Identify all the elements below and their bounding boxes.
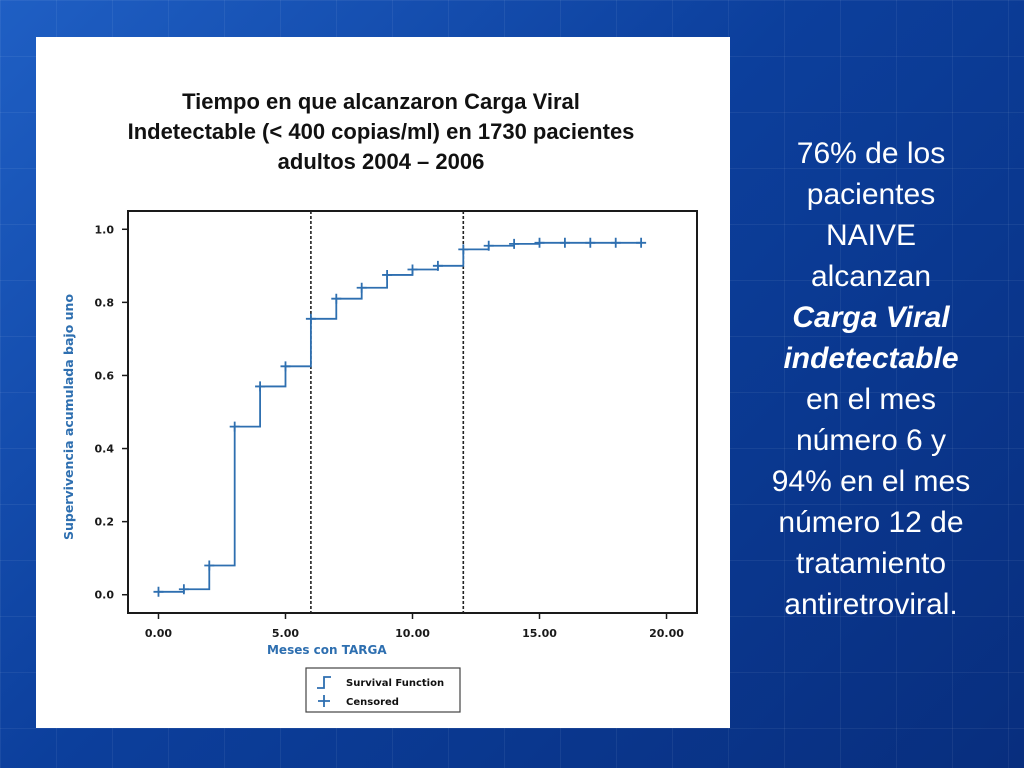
summary-line: 76% de los — [796, 137, 946, 170]
summary-line: alcanzan — [810, 260, 932, 293]
y-tick-label: 0.4 — [95, 443, 115, 456]
x-tick-label: 0.00 — [145, 627, 172, 640]
summary-line: antiretroviral. — [784, 588, 958, 621]
summary-line: NAIVE — [825, 219, 917, 252]
summary-line: número 6 y — [795, 424, 947, 457]
summary-emphasis: indetectable — [783, 342, 959, 375]
x-tick-label: 5.00 — [272, 627, 299, 640]
y-axis-label: Supervivencia acumulada bajo uno — [61, 294, 76, 540]
censored-marker — [610, 237, 621, 248]
chart-title-line-2: Indetectable (< 400 copias/ml) en 1730 p… — [127, 119, 635, 144]
censored-marker — [458, 244, 469, 255]
legend-label-survival: Survival Function — [346, 678, 444, 689]
censored-marker — [534, 237, 545, 248]
censored-marker — [432, 260, 443, 271]
y-tick-label: 1.0 — [95, 223, 115, 236]
chart-title-line-1: Tiempo en que alcanzaron Carga Viral — [182, 89, 580, 114]
censored-marker — [636, 237, 647, 248]
censored-marker — [280, 361, 291, 372]
censored-marker — [153, 586, 164, 597]
censored-marker — [229, 421, 240, 432]
x-axis-label: Meses con TARGA — [267, 643, 387, 657]
summary-line: en el mes — [805, 383, 937, 416]
censored-marker — [255, 381, 266, 392]
x-tick-label: 20.00 — [649, 627, 684, 640]
legend-box — [305, 667, 461, 713]
survival-plot: 0.0 0.2 0.4 0.6 0.8 1.0 0.00 5.00 10.00 15.00 20.0… — [61, 210, 698, 713]
summary-emphasis: Carga Viral — [792, 301, 950, 334]
survival-step-line — [158, 241, 642, 593]
legend-step-symbol — [317, 676, 331, 689]
y-tick-label: 0.0 — [95, 589, 115, 602]
censored-marker — [509, 238, 520, 249]
x-tick-label: 15.00 — [522, 627, 557, 640]
y-tick-label: 0.2 — [95, 516, 115, 529]
y-tick-label: 0.6 — [95, 369, 115, 382]
chart-panel: Tiempo en que alcanzaron Carga Viral Ind… — [36, 37, 730, 728]
summary-line: tratamiento — [795, 547, 947, 580]
censored-marker — [483, 240, 494, 251]
chart-title: Tiempo en que alcanzaron Carga Viral Ind… — [76, 87, 686, 177]
summary-line: pacientes — [806, 178, 936, 211]
censored-marker — [382, 269, 393, 280]
censored-marker — [585, 237, 596, 248]
censored-marker — [559, 237, 570, 248]
chart-title-line-3: adultos 2004 – 2006 — [277, 149, 485, 174]
legend-censored-symbol — [318, 695, 330, 707]
censored-marker — [356, 282, 367, 293]
x-tick-label: 10.00 — [395, 627, 430, 640]
censored-marker — [331, 293, 342, 304]
summary-line: número 12 de — [778, 506, 964, 539]
summary-line: 94% en el mes — [771, 465, 971, 498]
censored-marker — [204, 560, 215, 571]
censored-marker — [305, 313, 316, 324]
legend-label-censored: Censored — [346, 697, 399, 708]
censored-marker — [178, 584, 189, 595]
summary-text: 76% de los pacientes NAIVE alcanzan Carg… — [748, 133, 994, 625]
y-tick-label: 0.8 — [95, 296, 115, 309]
censored-marker — [407, 264, 418, 275]
